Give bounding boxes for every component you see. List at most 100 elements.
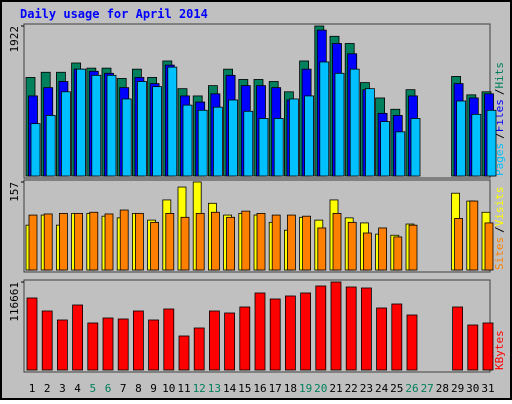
- bar: [72, 304, 83, 371]
- bar: [469, 200, 479, 271]
- bar: [239, 306, 251, 371]
- bar: [121, 98, 132, 177]
- bar: [347, 221, 357, 271]
- bar: [197, 109, 208, 177]
- x-tick-label: 10: [162, 382, 175, 395]
- legend-entry: Visits: [493, 187, 506, 227]
- bar: [89, 211, 99, 271]
- x-tick-label: 6: [105, 382, 112, 395]
- bar: [178, 335, 190, 371]
- legend: KBytes: [493, 330, 506, 370]
- bar: [41, 310, 53, 371]
- bar: [452, 306, 464, 371]
- x-tick-label: 13: [208, 382, 221, 395]
- bar: [486, 109, 497, 177]
- bar: [26, 297, 38, 371]
- x-tick-label: 1: [29, 382, 36, 395]
- bar: [43, 213, 53, 271]
- bar: [59, 212, 68, 271]
- bar: [332, 212, 342, 271]
- x-tick-label: 17: [269, 382, 282, 395]
- bar: [102, 317, 114, 371]
- x-tick-label: 21: [329, 382, 342, 395]
- bar: [406, 314, 418, 371]
- bar: [284, 295, 296, 371]
- legend: Sites /Visits: [493, 187, 506, 271]
- x-tick-label: 11: [177, 382, 190, 395]
- bar: [241, 210, 251, 271]
- legend-entry: Sites: [493, 237, 506, 270]
- bar: [273, 118, 284, 177]
- y-tick-label: 157: [8, 182, 21, 202]
- bar: [456, 100, 467, 177]
- bar: [208, 310, 220, 371]
- bar: [254, 292, 266, 371]
- bar: [57, 319, 68, 371]
- y-tick-label: 116661: [8, 282, 21, 322]
- legend-entry: KBytes: [493, 330, 506, 370]
- bar: [330, 281, 342, 371]
- bar: [288, 98, 299, 177]
- bar: [167, 66, 178, 177]
- bar: [228, 99, 239, 177]
- x-tick-label: 20: [314, 382, 327, 395]
- bar: [28, 214, 38, 271]
- bar: [345, 286, 357, 371]
- bar: [269, 298, 281, 371]
- x-tick-label: 18: [284, 382, 297, 395]
- bar: [271, 214, 281, 271]
- x-tick-label: 23: [360, 382, 373, 395]
- x-tick-label: 30: [466, 382, 479, 395]
- x-tick-label: 4: [74, 382, 81, 395]
- bar: [226, 216, 236, 271]
- bar: [30, 123, 41, 177]
- bar: [256, 212, 266, 271]
- x-tick-label: 27: [421, 382, 434, 395]
- x-tick-label: 28: [436, 382, 449, 395]
- x-tick-label: 3: [59, 382, 66, 395]
- bar: [163, 308, 175, 371]
- bar: [74, 212, 83, 271]
- x-tick-label: 16: [253, 382, 266, 395]
- bar: [117, 318, 129, 371]
- bar: [212, 106, 223, 177]
- bar: [393, 236, 403, 271]
- legend-separator: /: [493, 226, 506, 233]
- bar: [243, 110, 254, 177]
- bar: [334, 72, 345, 177]
- bar: [484, 222, 494, 271]
- bar: [362, 232, 372, 271]
- bar: [132, 310, 144, 371]
- x-tick-label: 26: [405, 382, 418, 395]
- bar: [302, 215, 312, 271]
- bar: [300, 292, 312, 371]
- bar: [76, 68, 86, 177]
- bar: [224, 312, 236, 371]
- bar: [152, 86, 163, 177]
- bar: [378, 227, 388, 271]
- bar: [136, 81, 147, 177]
- y-tick-label: 1922: [8, 26, 21, 53]
- bar: [315, 285, 327, 371]
- x-tick-label: 25: [390, 382, 403, 395]
- x-tick-label: 14: [223, 382, 237, 395]
- bar: [106, 74, 117, 177]
- bar: [91, 74, 102, 177]
- chart-title: Daily usage for April 2014: [20, 7, 208, 21]
- bar: [195, 212, 205, 271]
- x-tick-label: 9: [150, 382, 157, 395]
- bar: [182, 104, 193, 177]
- bar: [364, 88, 375, 177]
- bar: [471, 113, 482, 177]
- bar: [119, 209, 129, 271]
- bar: [286, 214, 296, 271]
- x-tick-label: 2: [44, 382, 51, 395]
- bar: [360, 287, 372, 371]
- bar: [454, 218, 464, 271]
- legend-separator: /: [493, 132, 506, 139]
- bar: [319, 61, 330, 177]
- x-tick-label: 22: [345, 382, 358, 395]
- bar: [134, 212, 144, 271]
